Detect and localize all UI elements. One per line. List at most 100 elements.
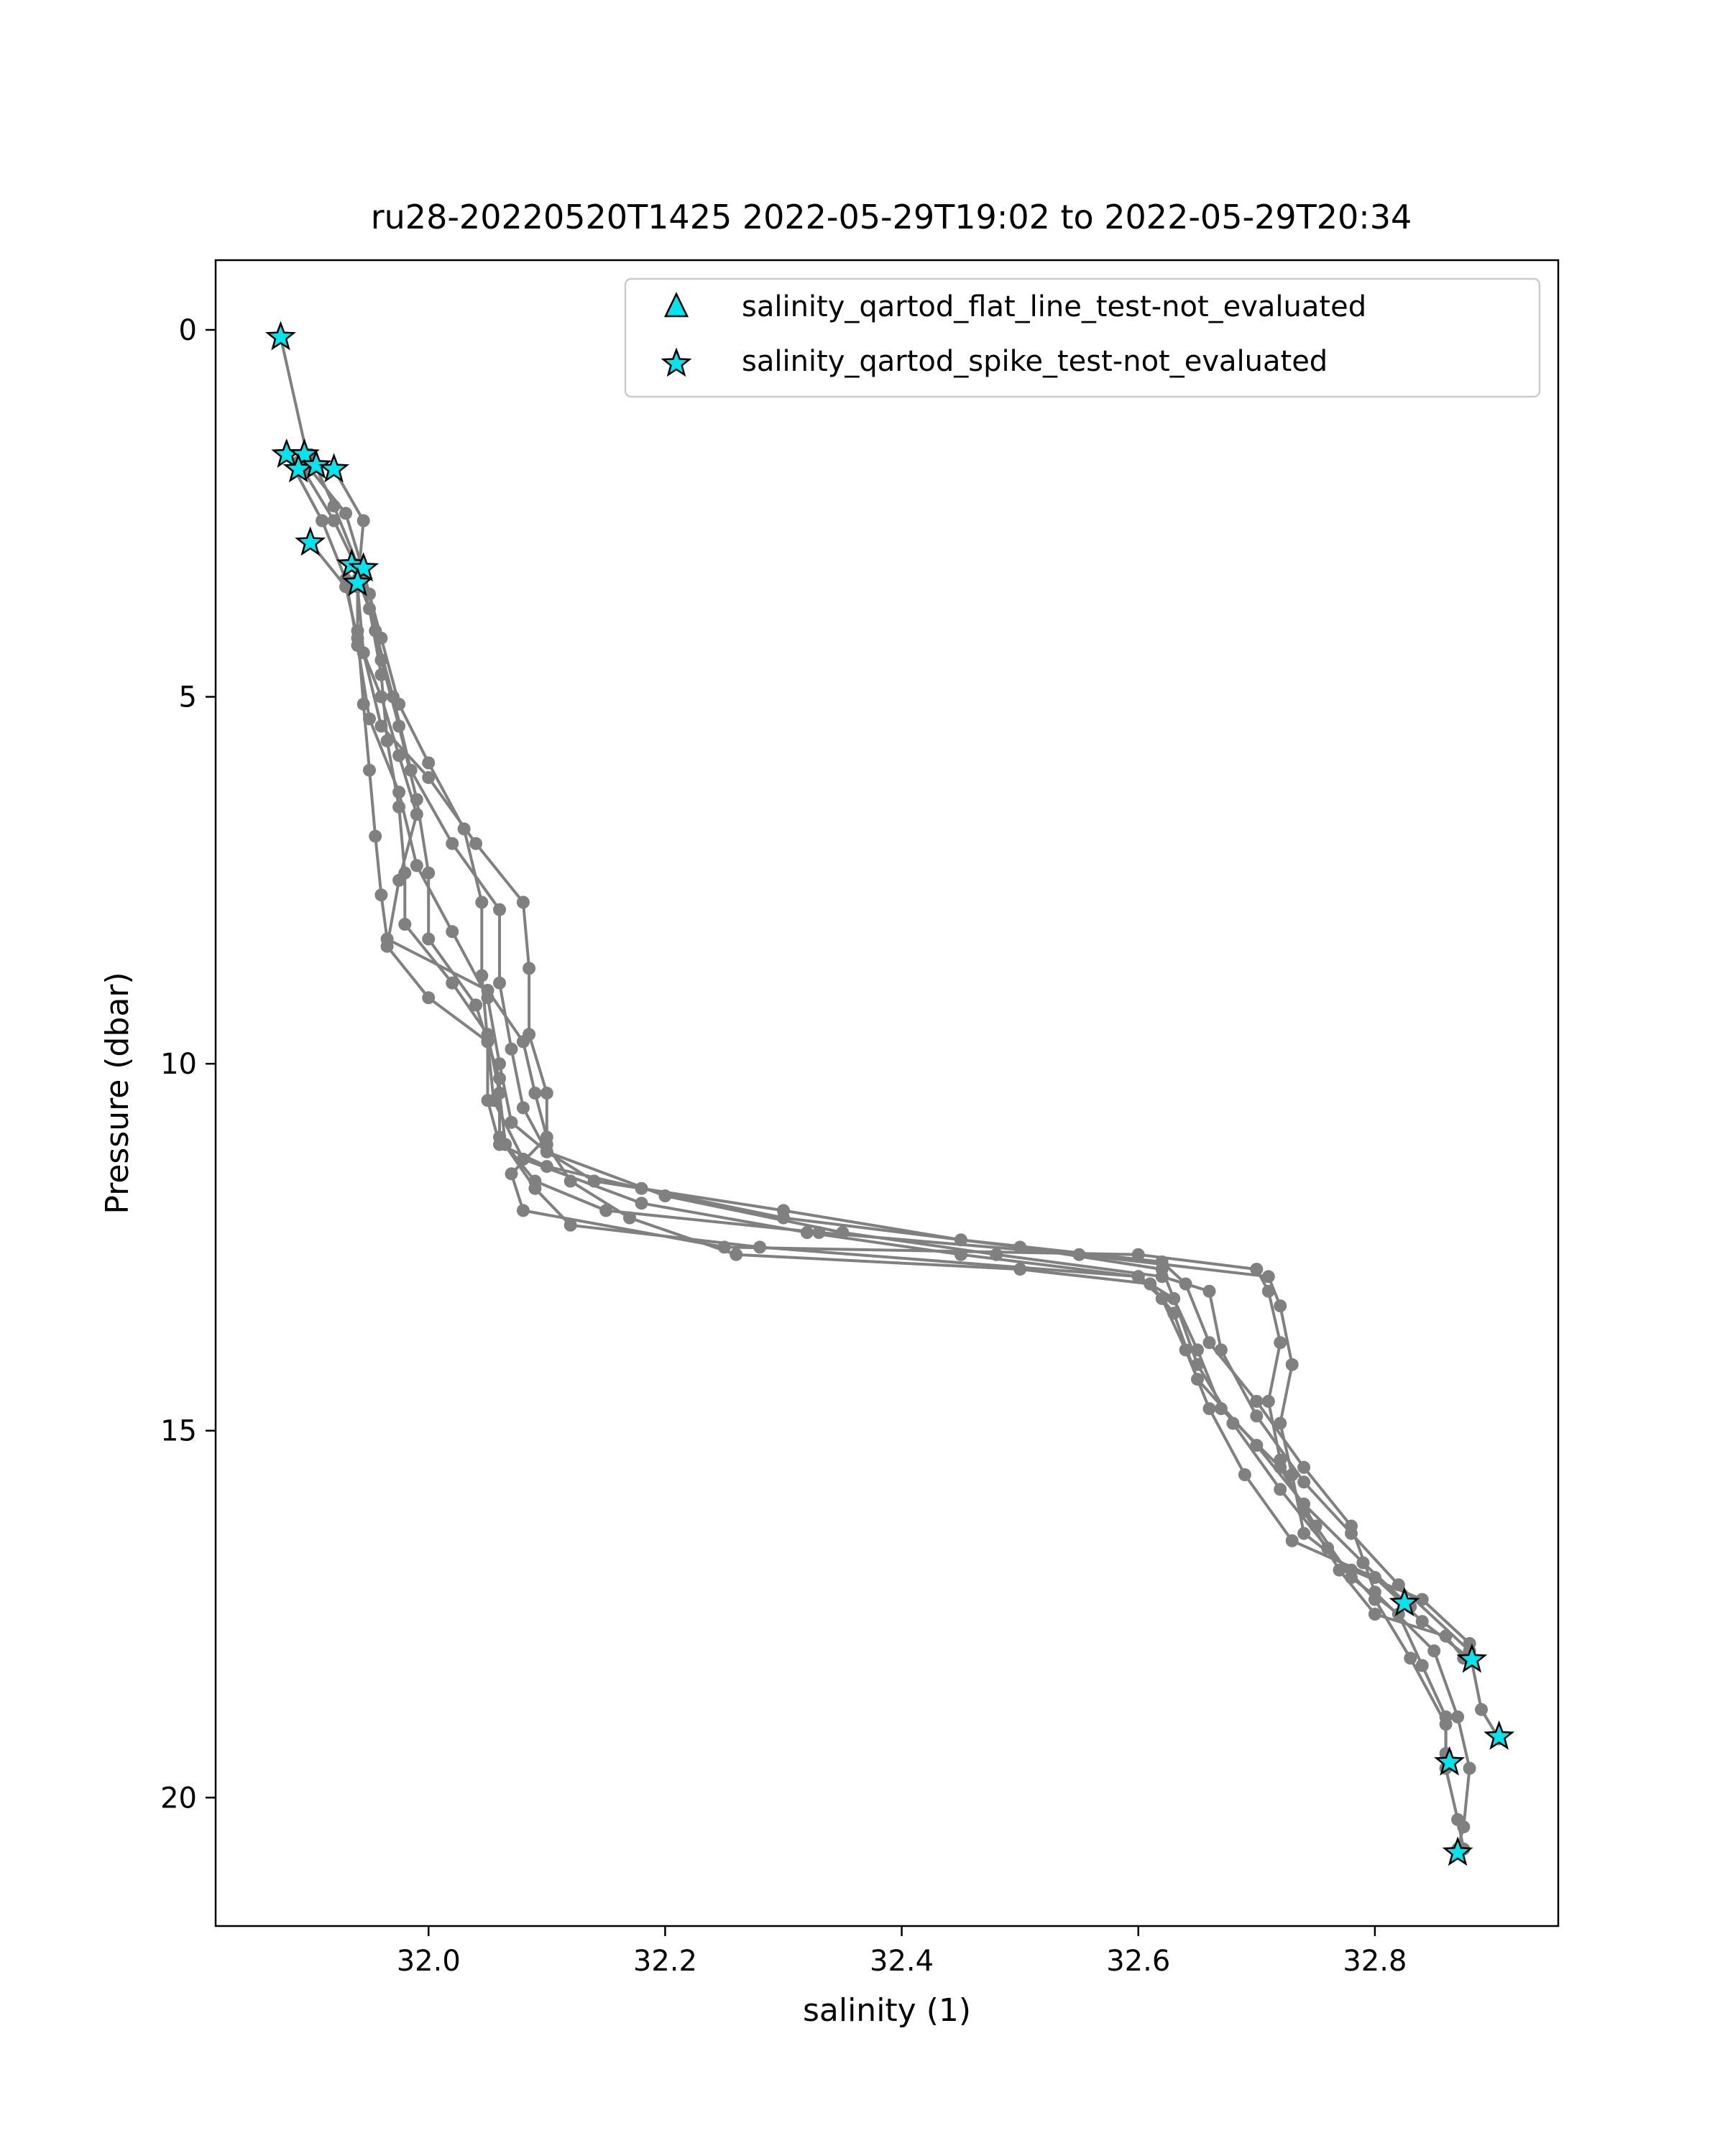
- profile-point: [351, 624, 364, 637]
- profile-point: [1297, 1460, 1311, 1474]
- profile-point: [469, 837, 483, 850]
- profile-point: [1250, 1263, 1264, 1276]
- profile-point: [1345, 1526, 1358, 1540]
- profile-point: [422, 866, 436, 880]
- profile-point: [422, 770, 436, 784]
- profile-point: [990, 1248, 1003, 1261]
- spike-test-star-marker: [1434, 1746, 1466, 1776]
- profile-point: [481, 1094, 494, 1107]
- marker-layer: [265, 321, 1515, 1866]
- profile-point: [1191, 1373, 1204, 1386]
- legend-star-marker: [661, 347, 692, 377]
- x-axis-label: salinity (1): [803, 1992, 971, 2029]
- spike-test-star-marker: [342, 566, 373, 596]
- profile-point: [1261, 1270, 1275, 1284]
- profile-point: [392, 800, 406, 814]
- profile-point: [1261, 1394, 1275, 1408]
- profile-point: [316, 514, 329, 528]
- profile-point: [836, 1226, 850, 1239]
- profile-point: [493, 976, 506, 990]
- profile-point: [540, 1087, 553, 1100]
- profile-point: [1415, 1593, 1429, 1606]
- x-tick-label: 32.2: [633, 1945, 697, 1978]
- y-axis-ticks: 0 5 10 15 20: [160, 314, 216, 1815]
- profile-point: [1345, 1563, 1358, 1577]
- profile-point: [516, 1035, 530, 1049]
- profile-point: [516, 1204, 530, 1217]
- y-tick-label: 5: [179, 681, 197, 714]
- profile-point: [1238, 1468, 1251, 1481]
- profile-point: [1250, 1409, 1264, 1423]
- profile-point: [392, 749, 406, 763]
- profile-point: [380, 932, 394, 946]
- x-tick-label: 32.6: [1106, 1945, 1170, 1978]
- profile-point: [635, 1197, 648, 1210]
- profile-point: [1144, 1277, 1157, 1291]
- profile-point: [398, 918, 412, 931]
- profile-point: [369, 829, 382, 843]
- profile-point: [374, 690, 388, 704]
- spike-test-star-marker: [348, 552, 380, 582]
- profile-point: [499, 1138, 512, 1151]
- profile-point: [493, 903, 506, 916]
- y-tick-label: 10: [160, 1048, 197, 1081]
- legend-label-spike: salinity_qartod_spike_test-not_evaluated: [742, 345, 1328, 378]
- profile-point: [516, 895, 530, 909]
- profile-point: [446, 976, 459, 990]
- profile-point: [564, 1218, 577, 1232]
- profile-point: [812, 1226, 826, 1239]
- profile-point: [374, 668, 388, 681]
- profile-point: [777, 1211, 790, 1225]
- spike-test-star-marker: [289, 438, 320, 468]
- x-tick-label: 32.8: [1343, 1945, 1407, 1978]
- profile-point: [505, 1115, 518, 1129]
- profile-point: [404, 763, 418, 777]
- profile-point: [1439, 1629, 1453, 1643]
- profile-point: [446, 925, 459, 939]
- profile-point: [1202, 1402, 1216, 1416]
- profile-point: [398, 866, 412, 880]
- profile-point: [380, 734, 394, 747]
- profile-point: [422, 932, 436, 946]
- profile-point: [1226, 1416, 1240, 1430]
- spike-test-star-marker: [265, 321, 296, 351]
- chart-title: ru28-20220520T1425 2022-05-29T19:02 to 2…: [371, 198, 1412, 236]
- profile-point: [327, 499, 341, 513]
- profile-point: [564, 1174, 577, 1188]
- profile-point: [1202, 1336, 1216, 1350]
- profile-point: [730, 1248, 743, 1261]
- profile-point: [528, 1087, 542, 1100]
- profile-point: [1404, 1651, 1417, 1665]
- profile-point: [1368, 1608, 1381, 1621]
- legend: salinity_qartod_flat_line_test-not_evalu…: [624, 277, 1541, 398]
- spike-test-star-marker: [1456, 1643, 1488, 1673]
- y-tick-label: 15: [160, 1415, 197, 1448]
- profile-point: [481, 984, 494, 997]
- profile-point: [1285, 1358, 1299, 1371]
- profile-point: [356, 514, 370, 528]
- profile-point: [1202, 1284, 1216, 1298]
- profile-point: [1072, 1248, 1086, 1261]
- profile-point: [363, 763, 376, 777]
- profile-point: [540, 1160, 553, 1174]
- profile-point: [475, 895, 489, 909]
- profile-point: [1333, 1563, 1346, 1577]
- profile-point: [1475, 1703, 1488, 1716]
- profile-point: [528, 1174, 542, 1188]
- profile-point: [410, 859, 423, 872]
- profile-point: [1274, 1483, 1287, 1496]
- profile-point: [1285, 1534, 1299, 1547]
- profile-point: [717, 1240, 731, 1254]
- profile-point: [1274, 1299, 1287, 1313]
- spike-test-star-marker: [318, 453, 350, 483]
- profile-point: [1013, 1263, 1027, 1276]
- profile-point: [1356, 1556, 1370, 1570]
- profile-point: [1463, 1761, 1476, 1775]
- profile-point: [1131, 1248, 1145, 1261]
- profile-point: [422, 756, 436, 770]
- x-tick-label: 32.4: [870, 1945, 934, 1978]
- profile-point: [1451, 1812, 1465, 1826]
- spike-test-star-marker: [295, 526, 326, 556]
- profile-point: [1167, 1291, 1181, 1305]
- profile-point: [1285, 1468, 1299, 1481]
